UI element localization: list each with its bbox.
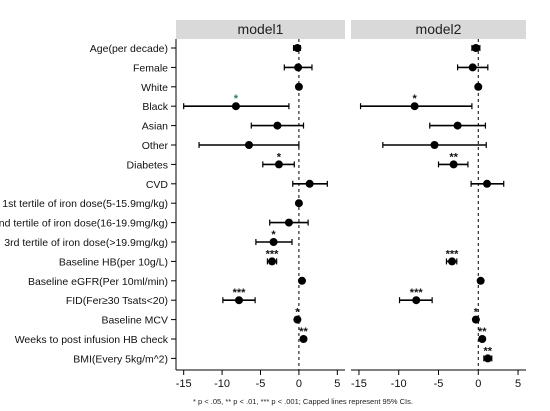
estimate-point <box>299 335 308 343</box>
x-tick-label: -5 <box>434 378 444 390</box>
x-tick-label: -15 <box>176 378 192 390</box>
panel-header <box>351 20 526 39</box>
significance-stars: *** <box>233 287 247 299</box>
panel-title: model2 <box>416 21 462 37</box>
row-label: Weeks to post infusion HB check <box>15 334 169 346</box>
estimate-point <box>468 63 477 72</box>
estimate-point <box>430 141 439 149</box>
row-label: Baseline MCV <box>101 315 168 327</box>
estimate-point <box>244 141 253 149</box>
significance-stars: * <box>277 151 282 163</box>
estimate-point <box>410 102 419 111</box>
panel-model1: model1-15 -10 -5 0 5************ <box>175 20 345 390</box>
estimate-point <box>476 276 485 285</box>
row-label: Baseline eGFR(Per 10ml/min) <box>28 276 168 288</box>
estimate-point <box>273 121 282 130</box>
estimate-point <box>231 102 240 111</box>
significance-stars: ** <box>484 345 493 357</box>
x-tick-label: -10 <box>214 378 230 390</box>
estimate-point <box>297 276 306 285</box>
significance-stars: * <box>412 93 417 105</box>
chart-footnote: * p < .05, ** p < .01, *** p < .001; Cap… <box>193 397 413 406</box>
panel-title: model1 <box>238 21 284 37</box>
x-tick-label: 0 <box>475 378 481 390</box>
row-label: Baseline HB(per 10g/L) <box>59 256 168 268</box>
significance-stars: ** <box>449 151 458 163</box>
estimate-point <box>471 44 480 52</box>
estimate-point <box>268 257 277 266</box>
estimate-point <box>294 63 303 72</box>
row-label: Diabetes <box>127 159 168 171</box>
significance-stars: ** <box>478 326 487 338</box>
row-label: Asian <box>142 121 168 133</box>
significance-stars: * <box>474 307 479 319</box>
row-label: 3rd tertile of iron dose(>19.9mg/kg) <box>4 237 168 249</box>
estimate-point <box>483 179 492 188</box>
estimate-point <box>474 82 483 91</box>
estimate-point <box>294 199 303 208</box>
row-label: White <box>141 82 168 94</box>
significance-stars: *** <box>266 248 280 260</box>
estimate-point <box>412 296 421 305</box>
significance-stars: ** <box>299 326 308 338</box>
estimate-point <box>293 44 302 52</box>
row-label: 1st tertile of iron dose(5-15.9mg/kg) <box>2 198 168 210</box>
x-tick-label: 5 <box>334 378 340 390</box>
significance-stars: * <box>234 93 239 105</box>
panel-header <box>176 20 345 39</box>
estimate-point <box>483 354 492 363</box>
significance-stars: * <box>271 229 276 241</box>
estimate-point <box>448 257 457 266</box>
row-label: 2nd tertile of iron dose(16-19.9mg/kg) <box>0 218 168 230</box>
x-tick-label: 5 <box>515 378 521 390</box>
estimate-point <box>294 82 303 91</box>
panels: model1-15 -10 -5 0 5************model2-15 -10… <box>175 20 526 390</box>
row-label: BMI(Every 5kg/m^2) <box>73 353 168 365</box>
estimate-point <box>449 160 458 169</box>
panel-model2: model2-15 -10 -5 0 5************** <box>351 20 526 390</box>
row-label: CVD <box>146 179 169 191</box>
row-label: FID(Fer≥30 Tsats<20) <box>66 295 168 307</box>
significance-stars: *** <box>446 248 460 260</box>
row-label: Female <box>133 62 168 74</box>
estimate-point <box>478 335 487 343</box>
estimate-point <box>234 296 243 305</box>
significance-stars: * <box>295 307 300 319</box>
estimate-point <box>269 238 278 246</box>
estimate-point <box>284 218 293 227</box>
x-tick-label: -15 <box>351 378 367 390</box>
significance-stars: *** <box>410 287 424 299</box>
row-label: Black <box>142 101 168 113</box>
estimate-point <box>453 121 462 130</box>
estimate-point <box>293 315 302 324</box>
row-label: Age(per decade) <box>90 43 168 55</box>
x-tick-label: 0 <box>296 378 302 390</box>
row-labels: Age(per decade) Female White Black Asian Othe… <box>0 43 176 365</box>
row-label: Other <box>142 140 169 152</box>
estimate-point <box>471 315 480 324</box>
estimate-point <box>305 179 314 188</box>
x-tick-label: -5 <box>256 378 266 390</box>
x-tick-label: -10 <box>391 378 407 390</box>
estimate-point <box>274 160 283 169</box>
